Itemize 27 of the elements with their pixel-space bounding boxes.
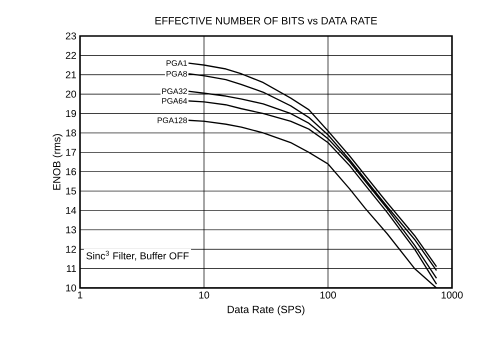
x-tick-label: 100: [320, 292, 336, 299]
y-axis-title: ENOB (rms): [52, 134, 62, 190]
x-tick-label: 1: [78, 292, 82, 298]
y-tick-label: 16: [66, 168, 76, 176]
y-tick-label: 20: [66, 90, 76, 98]
y-tick-label: 22: [66, 52, 76, 59]
series-label: PGA32: [162, 88, 187, 94]
series-label: PGA1: [166, 60, 187, 66]
y-tick-label: 23: [66, 32, 76, 40]
x-tick-label: 10: [199, 292, 210, 299]
y-tick-label: 18: [66, 129, 76, 136]
y-tick-label: 19: [66, 110, 76, 118]
x-axis-title: Data Rate (SPS): [228, 305, 304, 316]
y-tick-label: 14: [66, 207, 76, 214]
y-tick-label: 21: [66, 71, 76, 78]
series-label: PGA8: [166, 70, 187, 77]
chart-title: EFFECTIVE NUMBER OF BITS vs DATA RATE: [155, 17, 377, 24]
series-label: PGA64: [162, 98, 188, 104]
y-tick-label: 15: [66, 188, 76, 195]
x-tick-label: 1000: [442, 292, 463, 299]
y-tick-label: 12: [66, 246, 76, 253]
y-tick-label: 10: [66, 284, 76, 292]
y-tick-label: 13: [66, 226, 76, 234]
y-tick-label: 11: [66, 265, 76, 272]
series-label: PGA128: [158, 117, 187, 124]
y-tick-label: 17: [66, 148, 76, 156]
annotation: Sinc$^{3}$ Filter, Buffer OFF: [86, 250, 189, 261]
